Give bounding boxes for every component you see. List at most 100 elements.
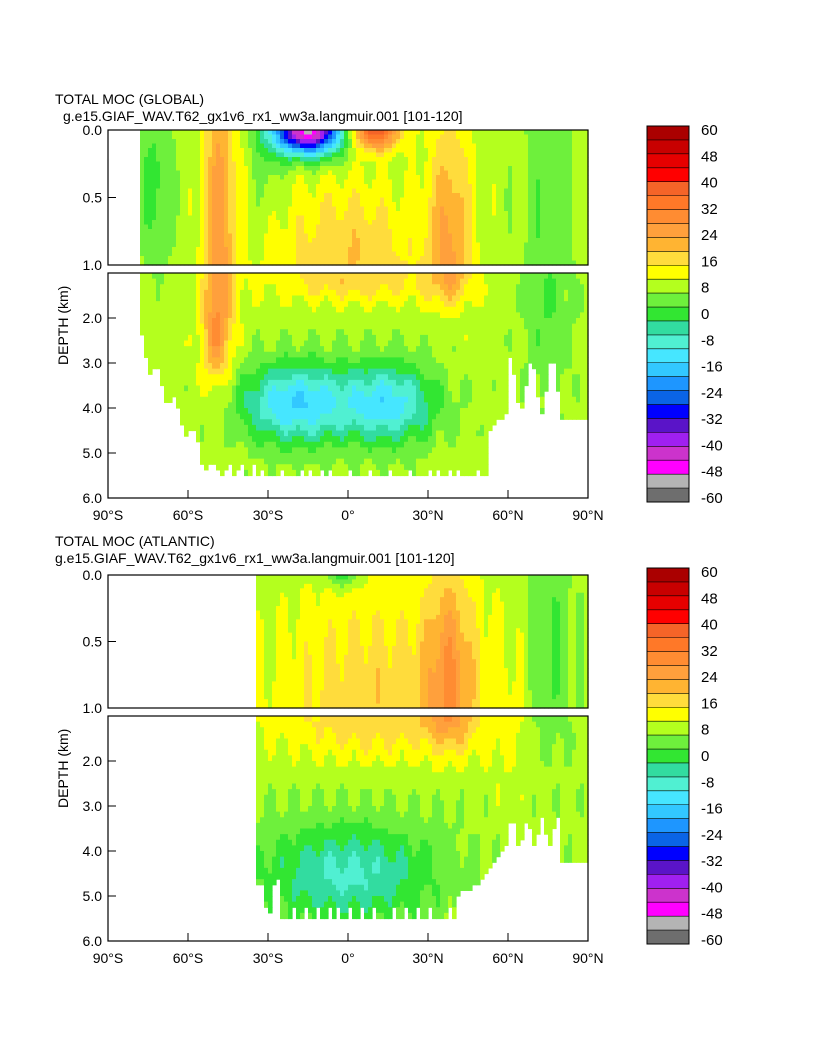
heatmap-cell xyxy=(232,453,237,460)
heatmap-cell xyxy=(404,166,409,172)
heatmap-cell xyxy=(468,152,473,158)
heatmap-cell xyxy=(272,306,277,313)
heatmap-cell xyxy=(484,242,489,248)
heatmap-cell xyxy=(248,441,253,448)
heatmap-cell xyxy=(284,206,289,212)
heatmap-cell xyxy=(340,464,345,471)
heatmap-cell xyxy=(196,229,201,235)
heatmap-cell xyxy=(336,175,341,181)
heatmap-cell xyxy=(312,284,317,291)
heatmap-cell xyxy=(536,188,541,194)
heatmap-cell xyxy=(228,211,233,217)
heatmap-cell xyxy=(292,323,297,330)
heatmap-cell xyxy=(404,224,409,230)
heatmap-cell xyxy=(296,220,301,226)
heatmap-cell xyxy=(432,197,437,203)
heatmap-cell xyxy=(572,260,577,266)
heatmap-cell xyxy=(532,215,537,221)
heatmap-cell xyxy=(196,161,201,167)
heatmap-cell xyxy=(452,130,457,136)
heatmap-cell xyxy=(308,233,313,239)
heatmap-cell xyxy=(208,334,213,342)
heatmap-cell xyxy=(144,193,149,199)
heatmap-cell xyxy=(280,301,285,308)
heatmap-cell xyxy=(420,134,425,140)
heatmap-cell xyxy=(544,170,549,176)
heatmap-cell xyxy=(568,170,573,176)
heatmap-cell xyxy=(524,220,529,226)
heatmap-cell xyxy=(356,206,361,212)
heatmap-cell xyxy=(208,295,213,302)
heatmap-cell xyxy=(284,184,289,190)
heatmap-cell xyxy=(212,220,217,226)
heatmap-cell xyxy=(360,161,365,167)
heatmap-cell xyxy=(344,408,349,415)
heatmap-cell xyxy=(156,351,161,358)
heatmap-cell xyxy=(232,334,237,342)
heatmap-cell xyxy=(432,233,437,239)
heatmap-cell xyxy=(216,346,221,353)
heatmap-cell xyxy=(476,197,481,203)
heatmap-cell xyxy=(168,229,173,235)
heatmap-cell xyxy=(448,224,453,230)
heatmap-cell xyxy=(252,161,257,167)
heatmap-cell xyxy=(552,211,557,217)
heatmap-cell xyxy=(244,260,249,266)
heatmap-cell xyxy=(168,242,173,248)
heatmap-cell xyxy=(144,289,149,297)
heatmap-cell xyxy=(548,157,553,163)
heatmap-cell xyxy=(396,238,401,244)
heatmap-cell xyxy=(284,233,289,239)
heatmap-cell xyxy=(564,211,569,217)
heatmap-cell xyxy=(448,233,453,239)
heatmap-cell xyxy=(304,206,309,212)
heatmap-cell xyxy=(328,148,333,154)
heatmap-cell xyxy=(188,184,193,190)
heatmap-cell xyxy=(244,220,249,226)
heatmap-cell xyxy=(224,306,229,313)
heatmap-cell xyxy=(256,391,261,398)
heatmap-cell xyxy=(388,220,393,226)
heatmap-cell xyxy=(340,469,345,477)
heatmap-cell xyxy=(332,152,337,158)
heatmap-cell xyxy=(188,157,193,163)
heatmap-cell xyxy=(200,273,205,280)
heatmap-cell xyxy=(140,197,145,203)
heatmap-cell xyxy=(352,251,357,257)
heatmap-cell xyxy=(332,312,337,319)
heatmap-cell xyxy=(364,184,369,190)
heatmap-cell xyxy=(144,139,149,145)
heatmap-cell xyxy=(324,368,329,375)
heatmap-cell xyxy=(264,188,269,194)
heatmap-cell xyxy=(536,175,541,181)
heatmap-cell xyxy=(152,130,157,136)
heatmap-cell xyxy=(212,441,217,448)
heatmap-cell xyxy=(152,260,157,266)
heatmap-cell xyxy=(192,318,197,325)
heatmap-cell xyxy=(396,233,401,239)
heatmap-cell xyxy=(532,229,537,235)
heatmap-cell xyxy=(576,175,581,181)
heatmap-cell xyxy=(200,447,205,454)
heatmap-cell xyxy=(152,363,157,370)
heatmap-cell xyxy=(320,402,325,409)
heatmap-cell xyxy=(184,334,189,342)
heatmap-cell xyxy=(296,224,301,230)
heatmap-cell xyxy=(168,202,173,208)
heatmap-cell xyxy=(160,179,165,185)
heatmap-cell xyxy=(160,346,165,353)
heatmap-cell xyxy=(220,430,225,437)
heatmap-cell xyxy=(188,363,193,370)
heatmap-cell xyxy=(572,134,577,140)
heatmap-cell xyxy=(556,179,561,185)
heatmap-cell xyxy=(580,247,585,253)
heatmap-cell xyxy=(248,430,253,437)
heatmap-cell xyxy=(348,152,353,158)
heatmap-cell xyxy=(492,170,497,176)
heatmap-cell xyxy=(500,166,505,172)
heatmap-cell xyxy=(272,413,277,420)
heatmap-cell xyxy=(152,206,157,212)
heatmap-cell xyxy=(332,469,337,477)
heatmap-cell xyxy=(224,408,229,415)
heatmap-cell xyxy=(168,193,173,199)
